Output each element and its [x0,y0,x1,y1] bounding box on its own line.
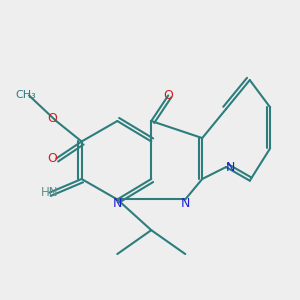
Text: N: N [226,160,235,174]
Text: O: O [47,152,57,165]
Text: O: O [48,112,58,124]
Text: CH₃: CH₃ [16,90,36,100]
Text: N: N [112,197,122,210]
Text: N: N [181,197,190,210]
Text: O: O [163,89,173,102]
Text: HN: HN [40,186,58,199]
